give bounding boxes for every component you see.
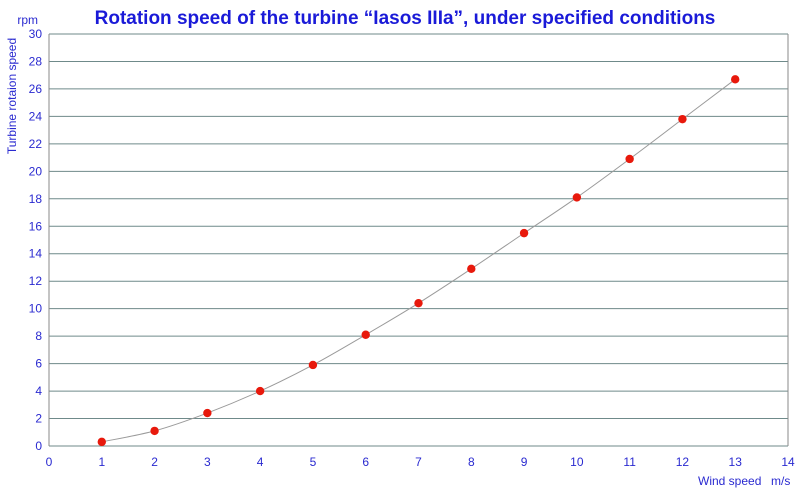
y-tick-label: 18 [29, 192, 43, 206]
y-tick-label: 6 [35, 357, 42, 371]
data-point-3 [203, 408, 212, 418]
y-tick-label: 28 [29, 54, 43, 68]
x-tick-label: 10 [570, 455, 584, 469]
y-tick-label: 12 [29, 274, 43, 288]
y-tick-label: 2 [35, 412, 42, 426]
y-tick-label: 22 [29, 137, 43, 151]
x-axis-unit: m/s [771, 474, 790, 488]
data-point-2 [150, 426, 159, 436]
data-point-8 [467, 264, 476, 274]
x-tick-label: 0 [46, 455, 53, 469]
y-tick-label: 0 [35, 439, 42, 453]
data-point-11 [625, 154, 634, 164]
curve-layer [101, 78, 736, 443]
x-tick-label: 3 [204, 455, 211, 469]
x-tick-label: 6 [362, 455, 369, 469]
y-tick-label: 30 [29, 27, 43, 41]
y-tick-label: 16 [29, 219, 43, 233]
x-tick-label: 12 [676, 455, 690, 469]
point-layer [97, 75, 740, 447]
data-point-13 [731, 75, 740, 84]
data-point-1 [97, 437, 106, 447]
x-tick-label: 9 [521, 455, 528, 469]
y-tick-label: 10 [29, 302, 43, 316]
data-point-4 [255, 386, 265, 396]
data-point-12 [678, 114, 687, 124]
x-tick-label: 13 [729, 455, 743, 469]
grid-layer [48, 33, 789, 447]
x-tick-label: 5 [310, 455, 317, 469]
data-point-5 [308, 360, 318, 370]
x-axis-label: Wind speed [698, 474, 761, 488]
y-tick-label: 8 [35, 329, 42, 343]
data-point-10 [572, 193, 582, 202]
y-tick-label: 14 [29, 247, 43, 261]
data-point-9 [519, 228, 529, 238]
y-tick-label: 24 [29, 109, 43, 123]
y-tick-label: 4 [35, 384, 42, 398]
y-tick-label: 26 [29, 82, 43, 96]
x-tick-label: 1 [98, 455, 105, 469]
chart-title: Rotation speed of the turbine “Iasos III… [95, 8, 716, 29]
x-tick-label: 14 [781, 455, 795, 469]
data-point-6 [361, 330, 370, 339]
x-tick-label: 7 [415, 455, 422, 469]
series-curve-0 [101, 78, 736, 443]
x-tick-label: 8 [468, 455, 475, 469]
data-point-7 [414, 298, 423, 308]
y-axis-unit: rpm [17, 13, 38, 27]
x-tick-label: 11 [623, 455, 636, 469]
x-tick-label: 2 [151, 455, 158, 469]
x-tick-label: 4 [257, 455, 264, 469]
y-axis-label: Turbine rotaion speed [5, 38, 19, 154]
y-tick-label: 20 [29, 164, 43, 178]
